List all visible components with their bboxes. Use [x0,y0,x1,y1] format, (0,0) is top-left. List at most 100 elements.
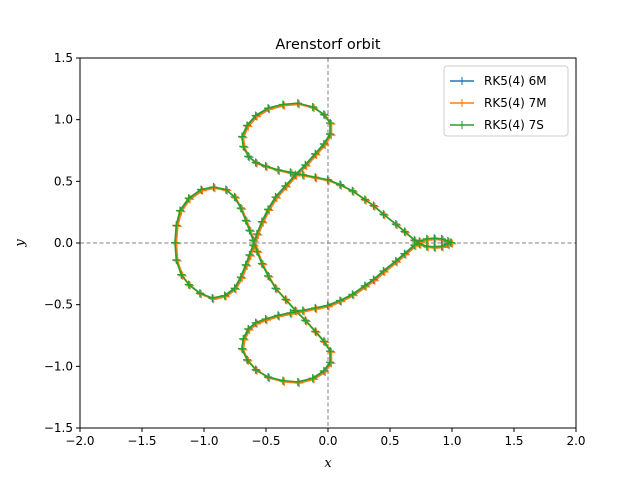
legend-item: RK5(4) 6M [450,74,547,88]
series-point [251,158,260,167]
y-axis-label: y [13,239,28,248]
legend-label: RK5(4) 7S [484,118,544,132]
series-point [422,242,431,251]
series-point [360,281,369,290]
series-point [311,173,320,182]
series-point [263,372,272,381]
series-point [170,238,179,247]
series-point [325,347,334,356]
series-point [172,221,181,230]
series-point [263,205,272,214]
series-point [327,348,336,357]
series-point [273,165,282,174]
series-point [335,180,344,189]
series-point [271,284,280,293]
legend-label: RK5(4) 6M [484,74,547,88]
series-point [348,186,357,195]
series-point [242,355,251,364]
series-point [172,239,181,248]
legend-label: RK5(4) 7M [484,96,547,110]
series-point [295,379,304,388]
series-point [245,250,254,259]
series-point [430,234,439,243]
y-tick-label: −0.5 [44,298,73,312]
series-point [237,344,246,353]
series-point [281,181,290,190]
series-point [184,194,193,203]
series-point [311,149,320,158]
legend-marker [458,99,466,107]
series-point [278,376,287,385]
series-point [301,160,310,169]
series-point [257,217,266,226]
series-point [311,303,320,312]
series-point [241,216,250,225]
series-point [249,240,258,249]
series-point [335,296,344,305]
series-point [293,99,302,108]
series-point [291,306,300,315]
y-tick-label: 0.0 [54,236,73,250]
series-point [369,201,378,210]
series-point [173,222,182,231]
series-point [195,289,204,298]
series-point [298,306,307,315]
series-point [172,255,181,264]
y-tick-label: 1.0 [54,113,73,127]
x-tick-label: −2.0 [65,434,94,448]
series-point [244,152,253,161]
series-point [242,121,251,130]
series-point [319,366,328,375]
series-point [323,301,332,310]
series-point [379,210,388,219]
series-point [422,234,431,243]
y-axis: −1.5 −1.0 −0.5 0.0 0.5 1.0 1.5 [44,51,80,435]
series-point [261,162,270,171]
x-tick-label: 1.0 [442,434,461,448]
x-tick-label: 2.0 [566,434,585,448]
series-point [360,195,369,204]
series-point [415,239,424,248]
legend-marker [458,121,466,129]
series-point [280,377,289,386]
series-point [369,275,378,284]
x-tick-label: 0.0 [318,434,337,448]
y-tick-label: 0.5 [54,174,73,188]
series-point [286,308,295,317]
series-point [431,235,440,244]
series-point [300,307,309,316]
series-point [348,290,357,299]
series-point [221,185,230,194]
x-tick-label: 1.5 [504,434,523,448]
series-point [327,120,336,129]
y-tick-label: 1.5 [54,51,73,65]
y-tick-label: −1.5 [44,421,73,435]
series-point [325,129,334,138]
series-point [271,192,280,201]
series-point [301,316,310,325]
series-point [298,170,307,179]
series-point [323,175,332,184]
series-point [286,168,295,177]
series-point [430,242,439,251]
chart-title: Arenstorf orbit [275,37,381,53]
x-tick-label: 0.5 [380,434,399,448]
series-point [220,291,229,300]
series-point [275,312,284,321]
series-point [410,236,419,245]
series-point [197,185,206,194]
series-point [177,270,186,279]
series-point [244,324,253,333]
series-point [431,244,440,253]
series-point [400,227,409,236]
series-group [170,99,457,388]
series-point [308,102,317,111]
series-point [252,229,261,238]
series-point [308,374,317,383]
legend-box [443,65,569,137]
series-point [424,243,433,252]
x-tick-label: −0.5 [251,434,280,448]
series-point [312,305,321,314]
series-point [263,104,272,113]
